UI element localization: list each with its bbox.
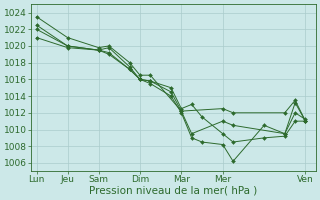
X-axis label: Pression niveau de la mer( hPa ): Pression niveau de la mer( hPa ): [90, 186, 258, 196]
